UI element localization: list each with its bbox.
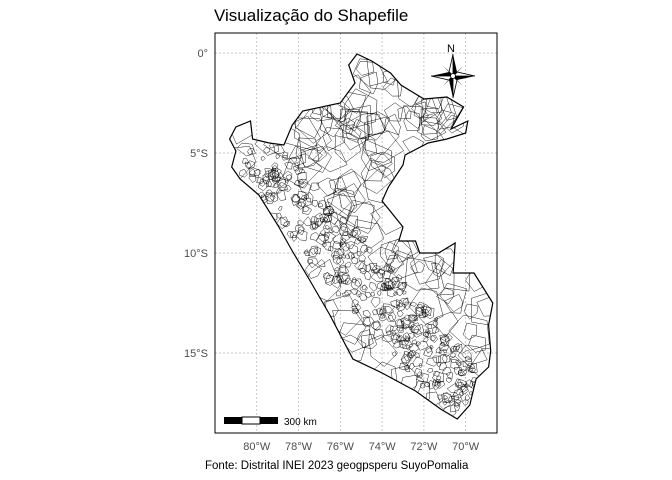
x-tick-label: 74°W <box>369 441 397 453</box>
x-tick-label: 80°W <box>243 441 271 453</box>
x-tick-label: 72°W <box>410 441 438 453</box>
y-tick-label: 0° <box>197 48 208 60</box>
north-arrow-label: N <box>447 43 455 55</box>
scale-bar-label: 300 km <box>284 417 317 428</box>
map-caption: Fonte: Distrital INEI 2023 geogpsperu Su… <box>205 460 468 472</box>
x-tick-label: 70°W <box>452 441 480 453</box>
x-tick-label: 76°W <box>327 441 355 453</box>
y-tick-label: 10°S <box>184 248 208 260</box>
x-tick-label: 78°W <box>285 441 313 453</box>
y-tick-label: 5°S <box>190 148 208 160</box>
y-tick-label: 15°S <box>184 348 208 360</box>
